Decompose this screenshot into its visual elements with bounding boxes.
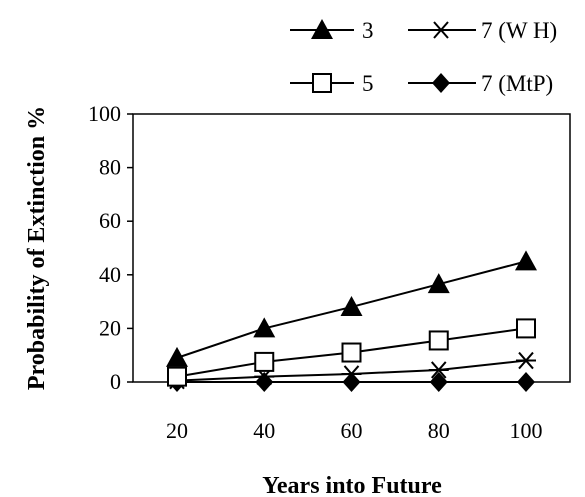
y-axis-title: Probability of Extinction %: [24, 106, 50, 390]
legend-item-5: 5: [290, 71, 374, 96]
x-tick-label: 80: [428, 418, 450, 443]
y-tick-label: 80: [99, 155, 121, 180]
data-point: [428, 330, 449, 351]
data-point: [515, 250, 537, 271]
legend-item-3: 3: [290, 18, 374, 43]
x-axis-title: Years into Future: [262, 473, 442, 497]
data-point: [253, 317, 276, 338]
axis-ticks: 0 20 40 60 80 100 20 40 60 80 100: [88, 101, 543, 443]
y-tick-label: 100: [88, 101, 121, 126]
data-point: [342, 372, 361, 392]
legend-label-7-mtp: 7 (MtP): [481, 71, 553, 96]
y-tick-label: 0: [110, 369, 121, 394]
x-tick-label: 60: [341, 418, 363, 443]
series-layer: [166, 250, 537, 392]
y-tick-label: 40: [99, 262, 121, 287]
x-tick-label: 100: [510, 418, 543, 443]
data-point: [341, 365, 362, 383]
legend-marker-square: [312, 73, 332, 93]
plot-area: [132, 113, 571, 383]
y-tick-label: 20: [99, 315, 121, 340]
legend-marker-asterisk: [431, 21, 451, 39]
data-point: [516, 351, 536, 370]
y-tick-label: 60: [99, 208, 121, 233]
legend-marker-diamond: [432, 73, 450, 93]
data-point: [167, 366, 187, 387]
data-point: [427, 273, 450, 294]
legend-item-7mtp: 7 (MtP): [408, 71, 553, 96]
data-point: [254, 351, 275, 372]
legend-label-5: 5: [362, 71, 374, 96]
legend-marker-triangle: [311, 19, 333, 39]
legend: 3 7 (W H) 5 7 (MtP): [290, 18, 557, 96]
series-3: [166, 250, 537, 367]
legend-item-7wh: 7 (W H): [408, 18, 557, 43]
data-point: [517, 372, 535, 392]
data-point: [341, 342, 362, 363]
series-5: [167, 318, 536, 387]
x-tick-label: 20: [166, 418, 188, 443]
legend-label-7-wh: 7 (W H): [481, 18, 557, 43]
x-tick-label: 40: [253, 418, 275, 443]
data-point: [340, 295, 363, 316]
legend-label-3: 3: [362, 18, 374, 43]
data-point: [428, 361, 449, 379]
data-point: [166, 346, 188, 367]
data-point: [516, 318, 536, 339]
data-point: [429, 372, 448, 392]
